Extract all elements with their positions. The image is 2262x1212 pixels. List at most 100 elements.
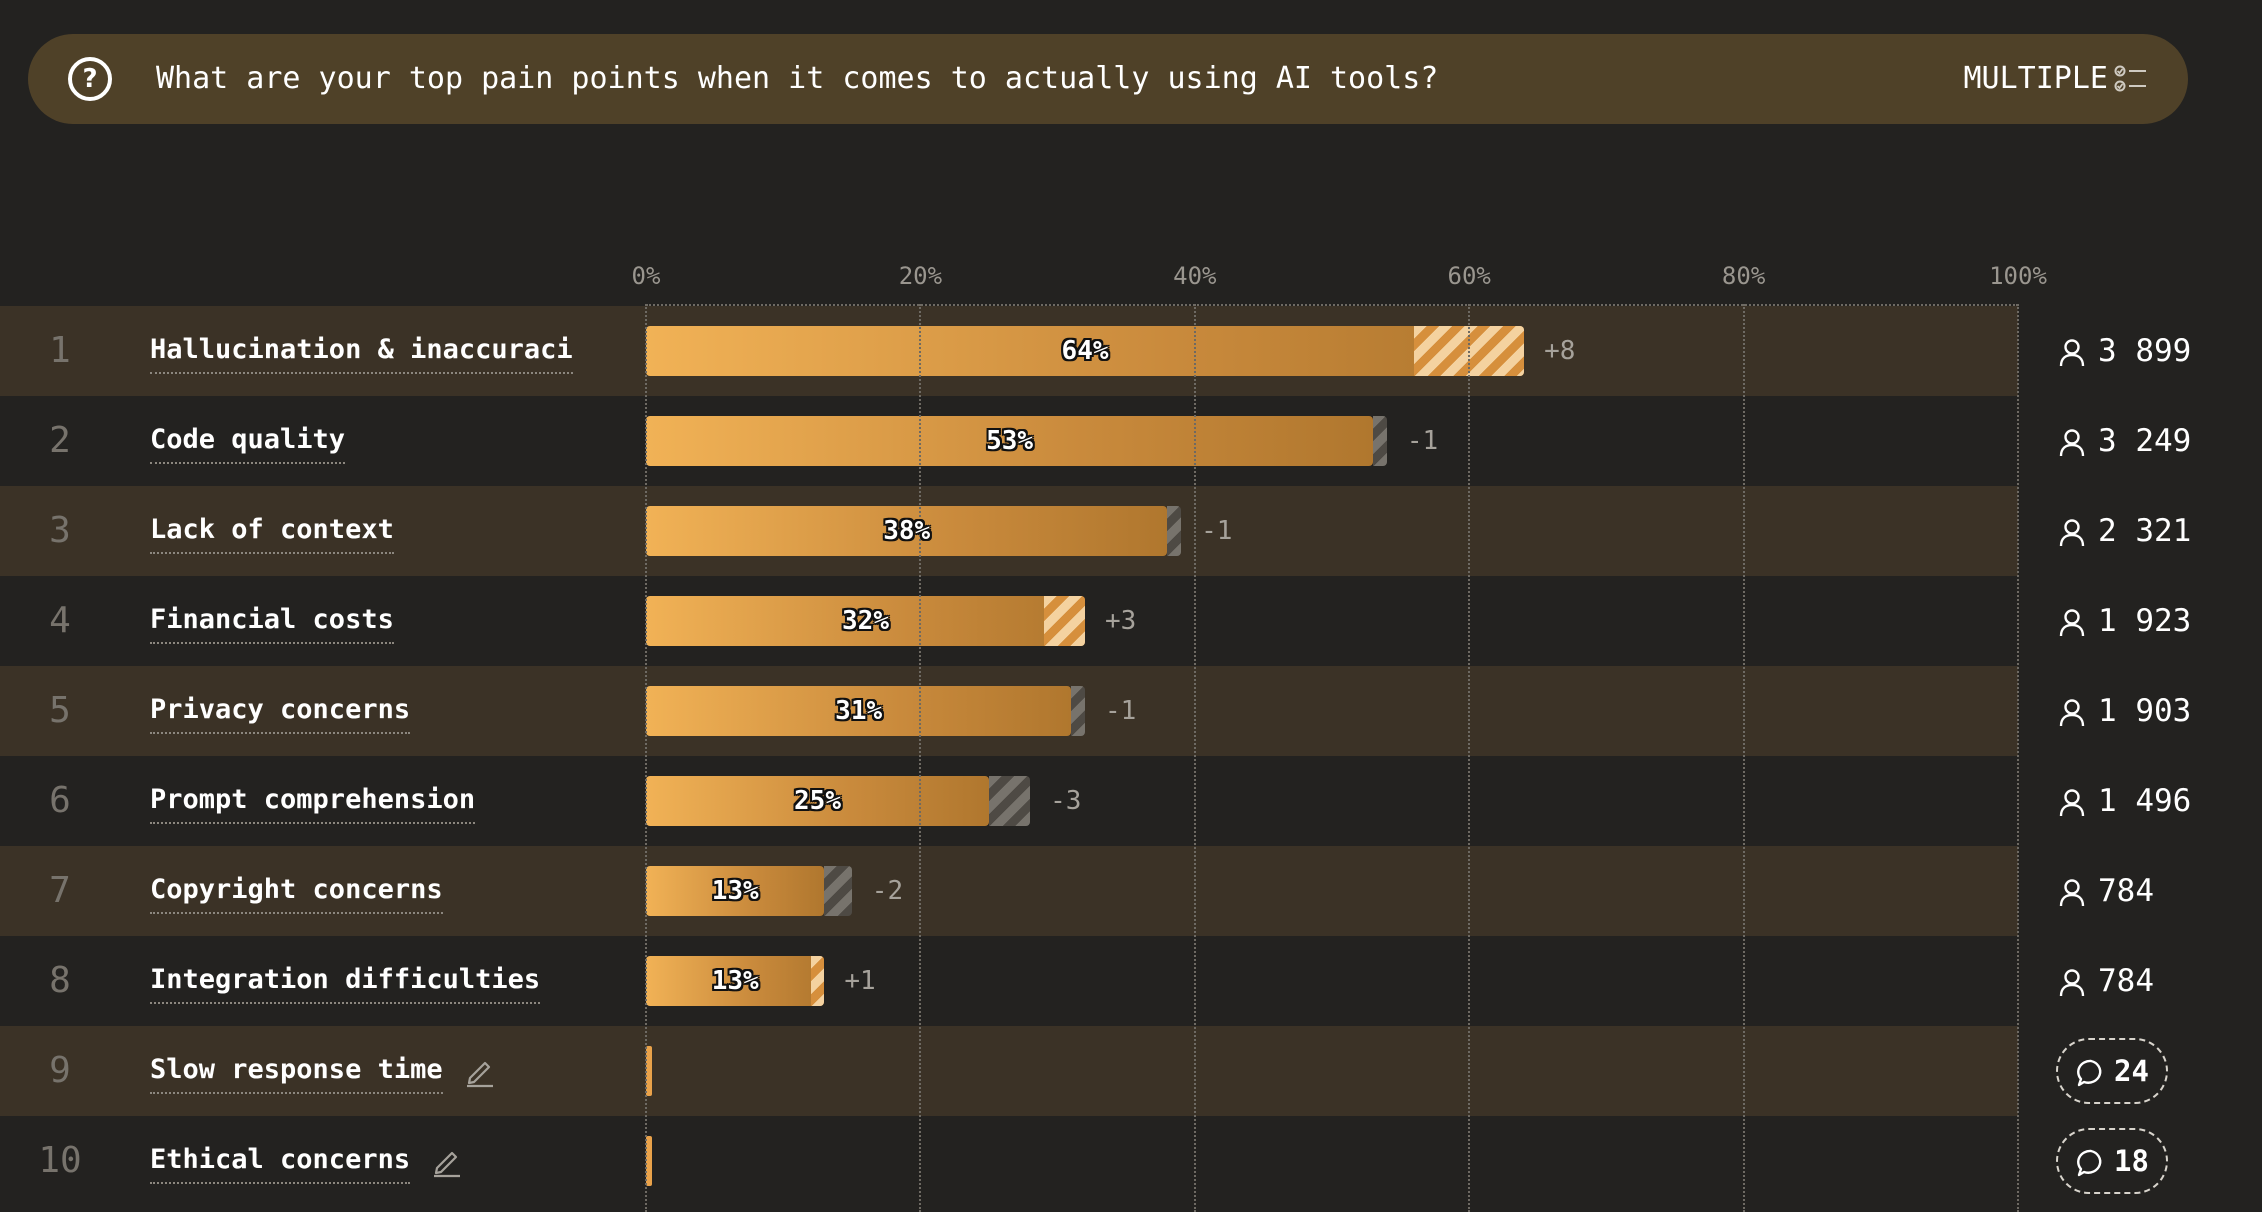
checklist-icon [2114,65,2146,92]
delta-label: -1 [1201,516,1233,546]
row-rank: 2 [49,420,71,461]
person-icon [2059,969,2085,997]
person-icon [2059,429,2085,457]
delta-segment [989,776,1031,826]
respondent-count: 784 [2098,873,2154,909]
bar [646,776,989,826]
row-rank: 8 [49,960,71,1001]
delta-segment [1167,506,1182,556]
respondent-count: 1 496 [2098,783,2192,819]
bar-value-label: 38% [883,516,931,546]
comments-count: 18 [2114,1144,2149,1178]
row-rank: 10 [38,1140,82,1181]
bar [646,506,1168,556]
chart-row[interactable]: 2 Code quality 53% -1 3 249 [0,396,2262,486]
person-icon [2059,519,2085,547]
question-type-label: MULTIPLE [1963,61,2109,96]
delta-label: +8 [1544,336,1576,366]
delta-label: -2 [871,876,904,906]
grid-line [1742,304,1745,1212]
grid-line [1193,304,1196,1212]
bar-value-label: 32% [842,606,889,636]
comments-pill[interactable]: 24 [2056,1038,2168,1104]
grid-line [919,304,922,1212]
row-label[interactable]: Hallucination & inaccuraci [150,328,573,374]
delta-label: -1 [1105,696,1137,726]
row-band [0,1026,2018,1116]
row-rank: 6 [49,780,71,821]
respondent-count: 784 [2098,963,2154,999]
comments-pill[interactable]: 18 [2056,1128,2168,1194]
chart-row[interactable]: 9 Slow response time 24 [0,1026,2262,1116]
chart-row[interactable]: 1 Hallucination & inaccuraci 64% +8 3 899 [0,306,2262,396]
row-rank: 7 [49,870,71,911]
row-label[interactable]: Slow response time [150,1048,443,1094]
bar [646,326,1525,376]
respondent-count: 1 903 [2098,693,2192,729]
row-rank: 5 [49,690,71,731]
row-label[interactable]: Ethical concerns [150,1138,411,1184]
person-icon [2059,699,2085,727]
x-tick-label: 60% [1447,262,1491,290]
edit-pencil-icon[interactable] [463,1054,497,1088]
chart-row[interactable]: 8 Integration difficulties 13% +1 784 [0,936,2262,1026]
row-rank: 1 [49,330,71,371]
row-label[interactable]: Lack of context [150,508,394,554]
row-rank: 4 [49,600,71,641]
row-rank: 3 [49,510,71,551]
question-circle-icon: ? [68,57,112,101]
person-icon [2059,789,2085,817]
respondent-count: 1 923 [2098,603,2192,639]
bar-value-label: 53% [986,426,1034,456]
row-label[interactable]: Prompt comprehension [150,778,476,824]
row-label[interactable]: Code quality [150,418,346,464]
delta-segment [810,956,825,1006]
grid-line [2017,304,2019,1212]
row-rank: 9 [49,1050,71,1091]
delta-segment [1373,416,1387,466]
chart-row[interactable]: 7 Copyright concerns 13% -2 784 [0,846,2262,936]
chart-row[interactable]: 4 Financial costs 32% +3 1 923 [0,576,2262,666]
chart-row[interactable]: 6 Prompt comprehension 25% -3 1 496 [0,756,2262,846]
question-header: ? What are your top pain points when it … [28,34,2188,124]
delta-segment [1071,686,1086,736]
bar-value-label: 13% [711,876,759,906]
bar [646,866,825,916]
comments-count: 24 [2114,1054,2149,1088]
chart-row[interactable]: 5 Privacy concerns 31% -1 1 903 [0,666,2262,756]
delta-label: +1 [844,966,876,996]
delta-segment [1043,596,1086,646]
respondent-count: 3 899 [2098,333,2192,369]
row-label[interactable]: Integration difficulties [150,958,541,1004]
bar [646,956,825,1006]
bar-value-label: 25% [794,786,841,816]
person-icon [2059,339,2085,367]
question-text: What are your top pain points when it co… [156,61,1439,96]
delta-label: -1 [1406,426,1439,456]
x-tick-label: 0% [631,262,661,290]
grid-line [645,304,647,1212]
grid-line [1468,304,1471,1212]
bar-value-label: 13% [711,966,759,996]
chart-row[interactable]: 3 Lack of context 38% -1 2 321 [0,486,2262,576]
edit-pencil-icon[interactable] [430,1144,464,1178]
person-icon [2059,609,2085,637]
row-label[interactable]: Financial costs [150,598,394,644]
x-tick-label: 100% [1989,262,2047,290]
x-tick-label: 80% [1721,262,1766,290]
chart-row[interactable]: 10 Ethical concerns 18 [0,1116,2262,1206]
x-tick-label: 40% [1173,262,1217,290]
comment-bubble-icon [2077,1059,2102,1087]
bar [646,1136,652,1186]
bar [646,596,1086,646]
row-label[interactable]: Copyright concerns [150,868,443,914]
respondent-count: 2 321 [2098,513,2192,549]
delta-label: +3 [1105,606,1137,636]
bar [646,416,1374,466]
comment-bubble-icon [2077,1149,2102,1177]
delta-label: -3 [1050,786,1082,816]
person-icon [2059,879,2085,907]
row-band [0,846,2018,936]
delta-segment [824,866,852,916]
row-label[interactable]: Privacy concerns [150,688,411,734]
